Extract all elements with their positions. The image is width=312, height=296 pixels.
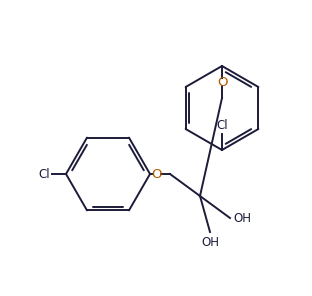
Text: O: O (217, 75, 227, 89)
Text: Cl: Cl (216, 119, 228, 132)
Text: Cl: Cl (38, 168, 50, 181)
Text: OH: OH (233, 212, 251, 224)
Text: O: O (151, 168, 161, 181)
Text: OH: OH (201, 236, 219, 249)
